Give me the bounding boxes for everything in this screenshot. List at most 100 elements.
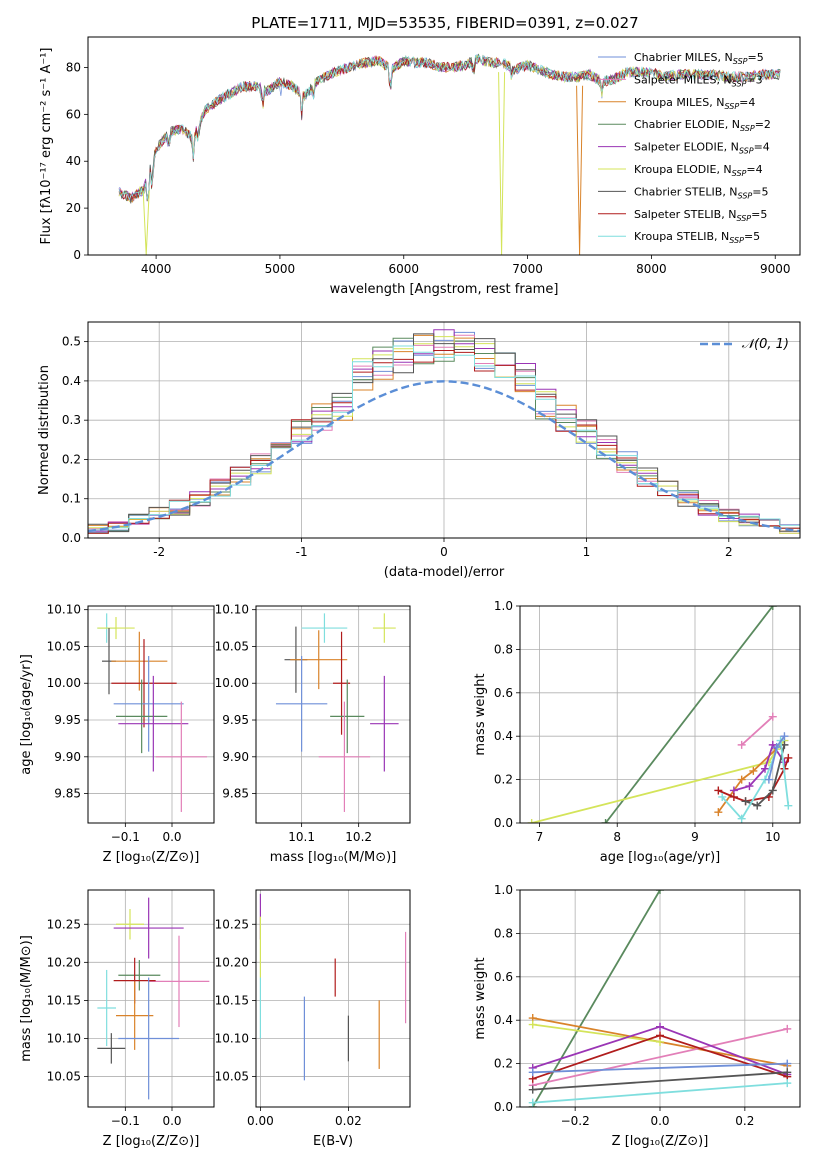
mass_vs_EBV-ytick-label: 10.10 xyxy=(215,1031,249,1045)
age_vs_Z-ytick-label: 9.85 xyxy=(54,787,81,801)
spectrum-ytick-label: 40 xyxy=(66,154,81,168)
weight-marker xyxy=(784,753,793,762)
weight-line xyxy=(531,890,661,1107)
legend-nssp-value: 5 xyxy=(753,230,760,243)
weight-marker xyxy=(768,606,777,610)
age_vs_Z-ytick-label: 10.10 xyxy=(47,603,81,617)
mass_vs_Z-ylabel: mass [log₁₀(M/M⊙)] xyxy=(19,935,34,1062)
legend-entry: Chabrier ELODIE, NSSP=2 xyxy=(634,118,771,133)
weight_vs_age-xtick-label: 7 xyxy=(536,830,544,844)
figure-title: PLATE=1711, MJD=53535, FIBERID=0391, z=0… xyxy=(251,14,638,32)
spectrum-xtick-label: 4000 xyxy=(141,262,172,276)
weight-line xyxy=(532,1062,788,1074)
weight-marker xyxy=(745,782,754,791)
age_vs_mass-xlabel: mass [log₁₀(M/M⊙)] xyxy=(270,850,397,865)
age_vs_mass-ytick-label: 10.00 xyxy=(215,676,249,690)
weight-marker xyxy=(780,732,789,741)
weight-marker xyxy=(764,775,773,784)
age_vs_Z-ylabel: age [log₁₀(age/yr)] xyxy=(19,654,34,775)
weight_vs_age-ylabel: mass weight xyxy=(473,673,488,755)
legend-nssp-value: 4 xyxy=(756,163,763,176)
age_vs_mass-xtick-label: 10.2 xyxy=(345,830,372,844)
mass_vs_EBV-ytick-label: 10.15 xyxy=(215,993,249,1007)
spectrum-xtick-label: 6000 xyxy=(388,262,419,276)
legend-nssp-eq: = xyxy=(746,73,755,86)
weight-marker xyxy=(783,1024,792,1033)
legend-nssp-prefix: , N xyxy=(709,96,724,109)
residuals-frame xyxy=(87,321,801,539)
weight_vs_Z-ylabel: mass weight xyxy=(473,957,488,1039)
mass_vs_EBV-ytick-label: 10.20 xyxy=(215,955,249,969)
weight_vs_Z-ytick-label: 0.0 xyxy=(494,1100,513,1114)
weight-line xyxy=(532,1082,788,1104)
legend-nssp-prefix: , N xyxy=(716,163,731,176)
legend-entry: Kroupa STELIB, NSSP=5 xyxy=(634,230,760,245)
mass_vs_EBV-xtick-label: 0.02 xyxy=(335,1114,362,1128)
age_vs_mass-frame xyxy=(255,605,411,824)
weight_vs_Z-ytick-label: 0.8 xyxy=(494,926,513,940)
legend-label: Kroupa MILES xyxy=(634,96,709,109)
legend-nssp-value: 3 xyxy=(756,73,763,86)
age_vs_Z-ytick-label: 9.95 xyxy=(54,713,81,727)
mass_vs_Z-ytick-label: 10.25 xyxy=(47,917,81,931)
legend-nssp-value: 5 xyxy=(761,185,768,198)
weight-marker xyxy=(783,1068,792,1077)
age_vs_Z-xtick-label: 0.0 xyxy=(162,830,181,844)
weight-marker xyxy=(768,786,777,795)
weight_vs_age-ytick-label: 0.4 xyxy=(494,729,513,743)
weight-marker xyxy=(772,743,781,752)
mass_vs_Z-ytick-label: 10.20 xyxy=(47,955,81,969)
residuals-ytick-label: 0.5 xyxy=(62,335,81,349)
weight_vs_Z-xlabel: Z [log₁₀(Z/Z⊙)] xyxy=(612,1134,709,1149)
age_vs_mass-ytick-label: 10.10 xyxy=(215,603,249,617)
legend-label: Salpeter STELIB xyxy=(634,208,721,221)
spectrum-ytick-label: 60 xyxy=(66,107,81,121)
legend-nssp-sub: SSP xyxy=(732,79,747,88)
weight-marker xyxy=(528,1085,537,1094)
age_vs_mass-ytick-label: 9.85 xyxy=(222,787,249,801)
mass_vs_EBV-xlabel: E(B-V) xyxy=(313,1134,353,1149)
legend-nssp-value: 5 xyxy=(757,51,764,64)
spectrum-frame xyxy=(87,36,801,256)
legend-nssp-prefix: , N xyxy=(721,208,736,221)
legend-entry: Salpeter MILES, NSSP=3 xyxy=(634,73,763,88)
residuals-xtick-label: -1 xyxy=(296,545,308,559)
weight_vs_age-frame xyxy=(519,605,801,824)
weight-marker xyxy=(729,792,738,801)
residuals-ytick-label: 0.4 xyxy=(62,374,81,388)
age_vs_mass-ytick-label: 9.90 xyxy=(222,750,249,764)
spectrum-dropout xyxy=(576,85,584,255)
legend-nssp-eq: = xyxy=(746,163,755,176)
legend-label: Chabrier ELODIE xyxy=(634,118,725,131)
legend-nssp-value: 5 xyxy=(760,208,767,221)
weight-marker xyxy=(737,814,746,823)
spectrum-xtick-label: 9000 xyxy=(760,262,791,276)
residuals-ytick-label: 0.3 xyxy=(62,413,81,427)
legend-nssp-eq: = xyxy=(751,208,760,221)
weight-marker xyxy=(714,786,723,795)
residuals-ytick-label: 0.2 xyxy=(62,452,81,466)
mass_vs_Z-ytick-label: 10.15 xyxy=(47,993,81,1007)
legend-entry: Salpeter ELODIE, NSSP=4 xyxy=(634,141,770,156)
age_vs_Z-ytick-label: 10.00 xyxy=(47,676,81,690)
legend-nssp-eq: = xyxy=(739,96,748,109)
mass_vs_EBV-ytick-label: 10.05 xyxy=(215,1070,249,1084)
weight-marker xyxy=(737,740,746,749)
weight-marker xyxy=(528,1068,537,1077)
spectrum-ytick-label: 0 xyxy=(73,248,81,262)
weight-marker xyxy=(601,819,610,823)
weight-marker xyxy=(718,792,727,801)
age_vs_Z-ytick-label: 10.05 xyxy=(47,639,81,653)
mass_vs_Z-xtick-label: 0.0 xyxy=(162,1114,181,1128)
legend-nssp-prefix: , N xyxy=(724,141,739,154)
weight_vs_age-ytick-label: 1.0 xyxy=(494,599,513,613)
legend-entry: Salpeter STELIB, NSSP=5 xyxy=(634,208,767,223)
weight-marker xyxy=(784,801,793,810)
weight_vs_Z-xtick-label: 0.0 xyxy=(650,1114,669,1128)
weight_vs_age-ytick-label: 0.8 xyxy=(494,642,513,656)
legend-nssp-prefix: , N xyxy=(725,118,740,131)
spectrum-xlabel: wavelength [Angstrom, rest frame] xyxy=(330,282,559,297)
weight-marker xyxy=(783,1079,792,1088)
age_vs_mass-ytick-label: 10.05 xyxy=(215,639,249,653)
